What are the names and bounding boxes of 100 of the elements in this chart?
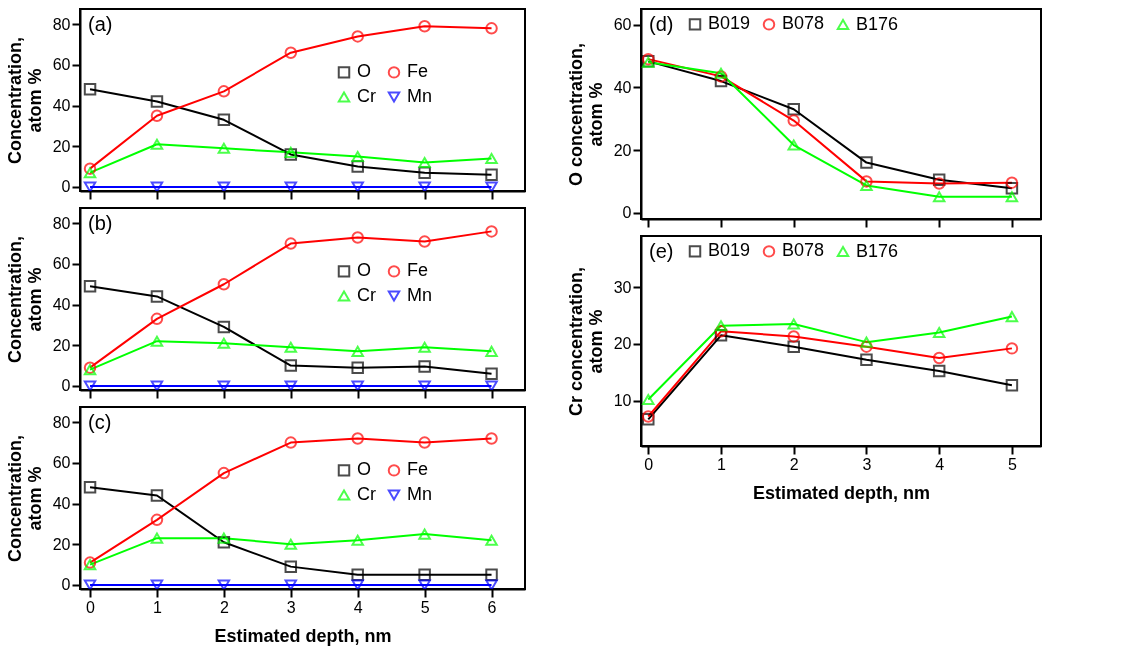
point xyxy=(83,167,97,179)
legend-label: O xyxy=(357,61,372,82)
point xyxy=(150,138,164,150)
point xyxy=(418,235,431,248)
point xyxy=(1005,311,1019,323)
x-tick-label: 3 xyxy=(286,598,296,616)
y-axis-title: Concentration, atom % xyxy=(4,434,45,563)
legend-label: Mn xyxy=(407,484,433,504)
point xyxy=(284,181,298,191)
y-axis-title: Concentration, atom % xyxy=(4,235,45,364)
legend-label: B176 xyxy=(856,240,899,261)
y-axis-title: Concentration, atom % xyxy=(4,36,45,165)
point xyxy=(1005,379,1019,392)
point xyxy=(83,579,97,589)
annotation: (e) xyxy=(649,240,674,262)
point xyxy=(284,579,298,589)
point xyxy=(860,340,873,353)
y-tick-label: 20 xyxy=(613,141,632,159)
point xyxy=(351,380,364,390)
point xyxy=(418,20,431,33)
point xyxy=(714,70,728,83)
point xyxy=(217,85,231,98)
legend-label: O xyxy=(357,459,372,480)
point xyxy=(351,579,364,589)
point xyxy=(418,181,431,191)
point xyxy=(284,436,298,449)
point xyxy=(418,380,431,390)
point xyxy=(485,367,498,380)
y-tick-label: 10 xyxy=(613,392,632,410)
point xyxy=(485,568,498,582)
legend-label: Cr xyxy=(357,484,376,504)
y-axis-title: O concentration, atom % xyxy=(565,42,606,187)
point xyxy=(150,290,164,303)
point xyxy=(351,568,364,582)
point xyxy=(150,335,164,347)
point xyxy=(284,46,298,59)
point xyxy=(860,179,873,191)
point xyxy=(485,432,498,445)
point xyxy=(787,114,800,127)
point xyxy=(642,393,655,405)
x-tick-label: 3 xyxy=(862,455,872,473)
x-tick-label: 0 xyxy=(86,598,96,616)
point xyxy=(714,320,728,332)
point xyxy=(418,166,431,179)
point xyxy=(485,579,498,589)
point xyxy=(860,156,873,169)
x-tick-label: 5 xyxy=(420,598,430,616)
legend-label: B019 xyxy=(708,240,751,261)
y-tick-label: 20 xyxy=(52,535,71,553)
y-tick-label: 0 xyxy=(622,204,632,222)
point xyxy=(217,142,231,154)
y-tick-label: 60 xyxy=(52,255,71,273)
point xyxy=(284,237,298,250)
x-tick-label: 2 xyxy=(219,598,229,616)
point xyxy=(83,162,97,175)
point xyxy=(217,113,231,127)
point xyxy=(418,579,431,589)
x-tick-label: 2 xyxy=(789,455,799,473)
legend-label: B078 xyxy=(782,240,825,261)
point xyxy=(284,560,298,573)
point xyxy=(714,74,728,88)
point xyxy=(351,181,364,191)
point xyxy=(83,481,97,494)
point xyxy=(485,534,498,546)
point xyxy=(485,181,498,191)
point xyxy=(418,436,431,449)
x-tick-label: 1 xyxy=(153,598,162,616)
point xyxy=(932,351,946,365)
point xyxy=(418,341,431,353)
point xyxy=(217,466,231,480)
y-tick-label: 60 xyxy=(52,56,71,74)
point xyxy=(932,173,946,187)
point xyxy=(485,345,498,357)
y-tick-label: 80 xyxy=(52,214,71,232)
point xyxy=(150,380,164,390)
point xyxy=(418,156,431,169)
point xyxy=(485,380,498,390)
point xyxy=(284,359,298,372)
y-tick-label: 0 xyxy=(61,178,71,196)
point xyxy=(284,341,298,353)
point xyxy=(150,532,164,544)
x-axis-title: Estimated depth, nm xyxy=(214,625,392,646)
point xyxy=(150,95,164,108)
y-tick-label: 40 xyxy=(52,495,71,513)
legend-label: Fe xyxy=(407,459,429,480)
point xyxy=(351,534,364,546)
legend-label: Mn xyxy=(407,86,433,106)
y-tick-label: 80 xyxy=(52,15,71,33)
point xyxy=(351,231,364,244)
point xyxy=(787,330,800,343)
point xyxy=(787,340,800,353)
point xyxy=(787,103,800,116)
point xyxy=(787,318,800,330)
point xyxy=(83,280,97,293)
annotation: (d) xyxy=(649,13,674,35)
point xyxy=(351,345,364,357)
point xyxy=(485,225,498,238)
legend-label: Cr xyxy=(357,285,376,305)
point xyxy=(485,152,498,164)
point xyxy=(284,380,298,390)
